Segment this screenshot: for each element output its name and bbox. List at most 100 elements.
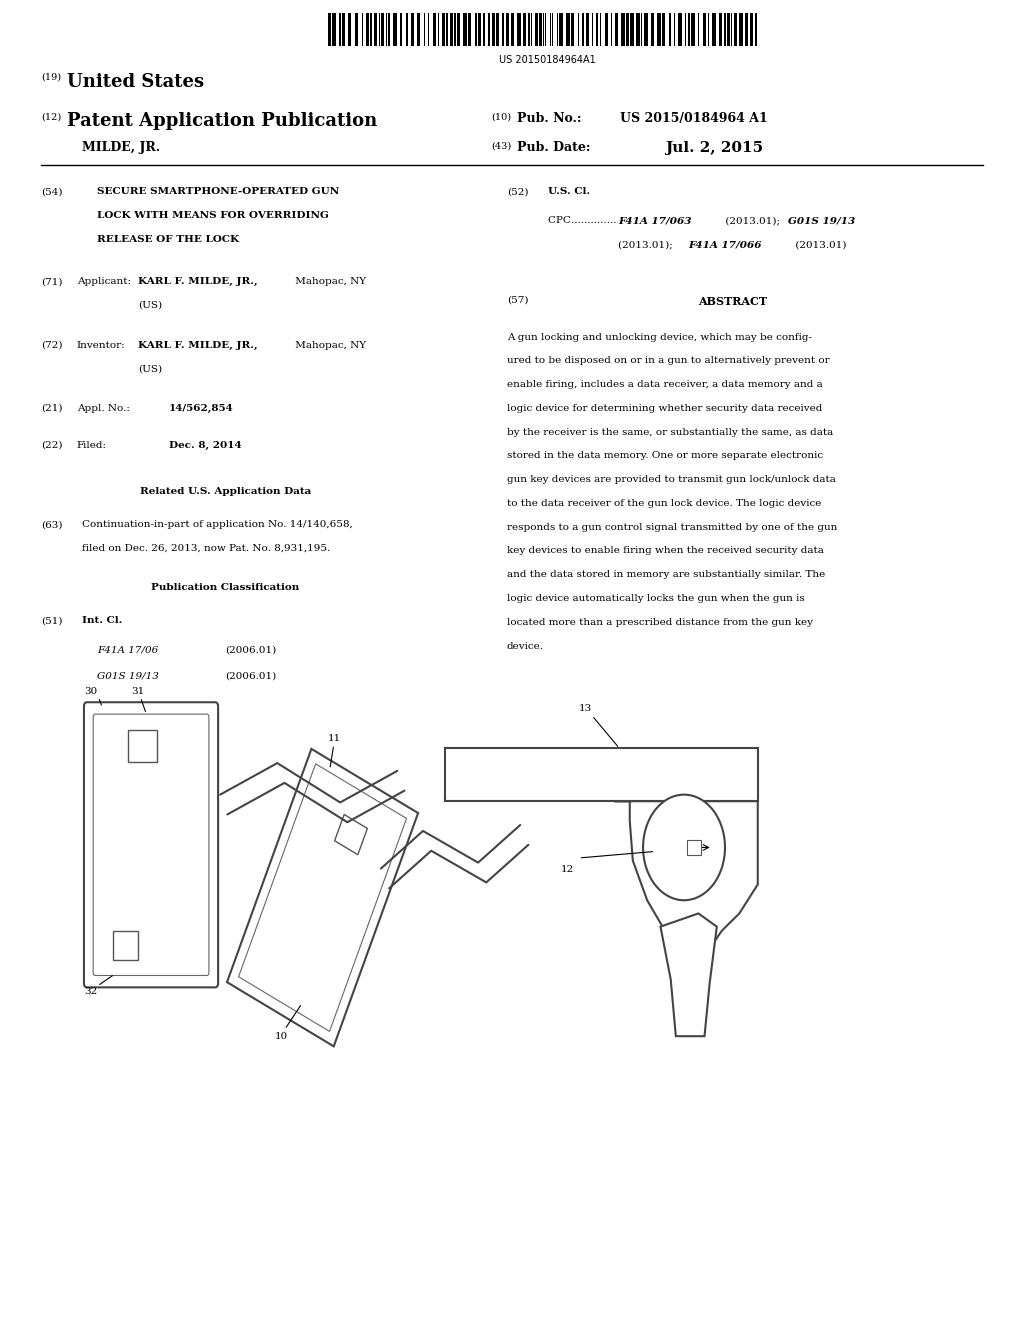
Bar xyxy=(451,13,453,46)
Bar xyxy=(744,13,749,46)
Bar xyxy=(592,13,593,46)
Text: to the data receiver of the gun lock device. The logic device: to the data receiver of the gun lock dev… xyxy=(507,499,821,508)
Bar xyxy=(361,13,362,46)
Bar xyxy=(559,13,562,46)
Bar xyxy=(393,13,396,46)
Text: 10: 10 xyxy=(274,1032,288,1041)
Bar xyxy=(424,13,425,46)
Text: Pub. Date:: Pub. Date: xyxy=(517,141,591,154)
Text: device.: device. xyxy=(507,642,544,651)
Polygon shape xyxy=(239,764,407,1031)
Text: 11: 11 xyxy=(328,734,341,743)
Text: US 20150184964A1: US 20150184964A1 xyxy=(500,55,596,66)
Bar xyxy=(502,13,504,46)
Bar xyxy=(367,13,369,46)
Text: (10): (10) xyxy=(492,112,512,121)
Bar xyxy=(540,13,542,46)
Bar xyxy=(517,13,520,46)
Bar xyxy=(342,13,345,46)
Text: Applicant:: Applicant: xyxy=(77,277,131,286)
Text: SECURE SMARTPHONE-OPERATED GUN: SECURE SMARTPHONE-OPERATED GUN xyxy=(97,187,340,197)
Text: KARL F. MILDE, JR.,: KARL F. MILDE, JR., xyxy=(138,277,258,286)
Bar xyxy=(333,13,336,46)
Text: F41A 17/063: F41A 17/063 xyxy=(618,216,692,226)
Text: ABSTRACT: ABSTRACT xyxy=(697,296,767,306)
Text: G01S 19/13: G01S 19/13 xyxy=(788,216,856,226)
Text: US 2015/0184964 A1: US 2015/0184964 A1 xyxy=(620,112,767,125)
Bar xyxy=(468,13,471,46)
Text: 30: 30 xyxy=(84,686,97,696)
Bar xyxy=(636,13,640,46)
Text: F41A 17/066: F41A 17/066 xyxy=(688,240,762,249)
Bar xyxy=(487,13,490,46)
Text: LOCK WITH MEANS FOR OVERRIDING: LOCK WITH MEANS FOR OVERRIDING xyxy=(97,211,329,220)
Bar xyxy=(388,13,389,46)
Text: United States: United States xyxy=(67,73,204,91)
Text: by the receiver is the same, or substantially the same, as data: by the receiver is the same, or substant… xyxy=(507,428,834,437)
Bar xyxy=(621,13,625,46)
Bar xyxy=(597,13,598,46)
Text: gun key devices are provided to transmit gun lock/unlock data: gun key devices are provided to transmit… xyxy=(507,475,836,484)
Bar xyxy=(113,931,138,960)
Bar xyxy=(406,13,409,46)
Bar xyxy=(708,13,709,46)
Bar xyxy=(615,13,617,46)
Bar xyxy=(644,13,648,46)
Bar xyxy=(557,13,558,46)
Bar xyxy=(719,13,722,46)
Text: 14/562,854: 14/562,854 xyxy=(169,404,233,413)
Bar xyxy=(339,13,341,46)
Text: Mahopac, NY: Mahopac, NY xyxy=(292,341,366,350)
Text: Dec. 8, 2014: Dec. 8, 2014 xyxy=(169,441,242,450)
Bar xyxy=(328,13,331,46)
Bar xyxy=(417,13,420,46)
Bar xyxy=(347,13,351,46)
Bar xyxy=(454,13,457,46)
Text: (21): (21) xyxy=(41,404,62,413)
Bar xyxy=(445,13,449,46)
Bar xyxy=(375,13,377,46)
Bar xyxy=(493,13,495,46)
Text: 13: 13 xyxy=(579,704,592,713)
Bar xyxy=(712,13,716,46)
Text: enable firing, includes a data receiver, a data memory and a: enable firing, includes a data receiver,… xyxy=(507,380,822,389)
Text: U.S. Cl.: U.S. Cl. xyxy=(548,187,590,197)
Bar xyxy=(583,13,584,46)
Bar xyxy=(685,13,686,46)
Bar xyxy=(370,13,372,46)
Bar xyxy=(527,13,529,46)
Bar xyxy=(756,13,757,46)
Bar xyxy=(550,13,551,46)
Text: KARL F. MILDE, JR.,: KARL F. MILDE, JR., xyxy=(138,341,258,350)
Bar xyxy=(545,13,546,46)
Bar xyxy=(445,748,758,801)
Text: stored in the data memory. One or more separate electronic: stored in the data memory. One or more s… xyxy=(507,451,823,461)
Text: (2013.01);: (2013.01); xyxy=(722,216,783,226)
Bar xyxy=(483,13,485,46)
FancyBboxPatch shape xyxy=(93,714,209,975)
Text: 31: 31 xyxy=(131,686,144,696)
Bar xyxy=(379,13,380,46)
Text: (2013.01);: (2013.01); xyxy=(618,240,677,249)
Text: Pub. No.:: Pub. No.: xyxy=(517,112,582,125)
Bar xyxy=(128,730,157,762)
Bar xyxy=(433,13,436,46)
Text: Filed:: Filed: xyxy=(77,441,106,450)
Bar xyxy=(552,13,553,46)
Text: F41A 17/06: F41A 17/06 xyxy=(97,645,159,655)
Bar xyxy=(354,13,358,46)
Text: G01S 19/13: G01S 19/13 xyxy=(97,672,159,681)
Bar xyxy=(727,13,730,46)
Polygon shape xyxy=(227,748,418,1047)
Text: logic device automatically locks the gun when the gun is: logic device automatically locks the gun… xyxy=(507,594,805,603)
Text: (63): (63) xyxy=(41,520,62,529)
Bar xyxy=(382,13,384,46)
Text: 12: 12 xyxy=(561,865,574,874)
Text: (2013.01): (2013.01) xyxy=(792,240,846,249)
Bar xyxy=(604,13,608,46)
Bar xyxy=(511,13,513,46)
Text: (2006.01): (2006.01) xyxy=(225,645,276,655)
Bar xyxy=(626,13,629,46)
Text: (51): (51) xyxy=(41,616,62,626)
Text: (57): (57) xyxy=(507,296,528,305)
